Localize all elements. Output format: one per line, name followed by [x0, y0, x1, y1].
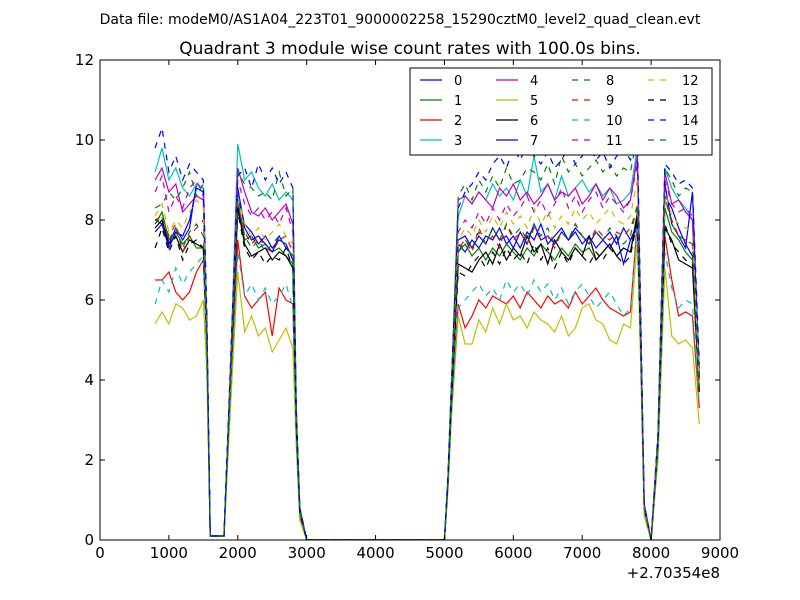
y-tick-label: 8 [84, 211, 94, 229]
legend-label-9: 9 [606, 94, 614, 109]
y-tick-label: 6 [84, 291, 94, 309]
legend-label-3: 3 [454, 134, 462, 149]
x-tick-label: 5000 [425, 544, 463, 562]
legend-label-15: 15 [682, 134, 699, 149]
legend-label-10: 10 [606, 114, 623, 129]
y-tick-label: 2 [84, 451, 94, 469]
x-tick-label: 2000 [219, 544, 257, 562]
legend-label-6: 6 [530, 114, 538, 129]
series-line-15 [154, 195, 700, 540]
x-offset-label: +2.70354e8 [627, 564, 720, 582]
series-line-10 [154, 223, 700, 540]
legend-label-5: 5 [530, 94, 538, 109]
x-tick-label: 3000 [288, 544, 326, 562]
legend-label-11: 11 [606, 134, 623, 149]
legend-label-7: 7 [530, 134, 538, 149]
x-tick-label: 9000 [701, 544, 739, 562]
x-tick-label: 4000 [356, 544, 394, 562]
legend-label-0: 0 [454, 74, 462, 89]
y-tick-label: 10 [75, 131, 94, 149]
legend-label-8: 8 [606, 74, 614, 89]
x-tick-label: 6000 [494, 544, 532, 562]
chart-title: Quadrant 3 module wise count rates with … [179, 39, 640, 59]
legend-label-4: 4 [530, 74, 538, 89]
y-tick-label: 0 [84, 531, 94, 549]
legend-label-2: 2 [454, 114, 462, 129]
legend-label-14: 14 [682, 114, 699, 129]
x-tick-label: 1000 [150, 544, 188, 562]
x-tick-label: 8000 [632, 544, 670, 562]
x-tick-label: 7000 [563, 544, 601, 562]
y-tick-label: 12 [75, 51, 94, 69]
x-tick-label: 0 [95, 544, 105, 562]
y-tick-label: 4 [84, 371, 94, 389]
legend-label-1: 1 [454, 94, 462, 109]
legend-label-13: 13 [682, 94, 699, 109]
data-file-suptitle: Data file: modeM0/AS1A04_223T01_90000022… [100, 12, 701, 28]
legend-label-12: 12 [682, 74, 699, 89]
